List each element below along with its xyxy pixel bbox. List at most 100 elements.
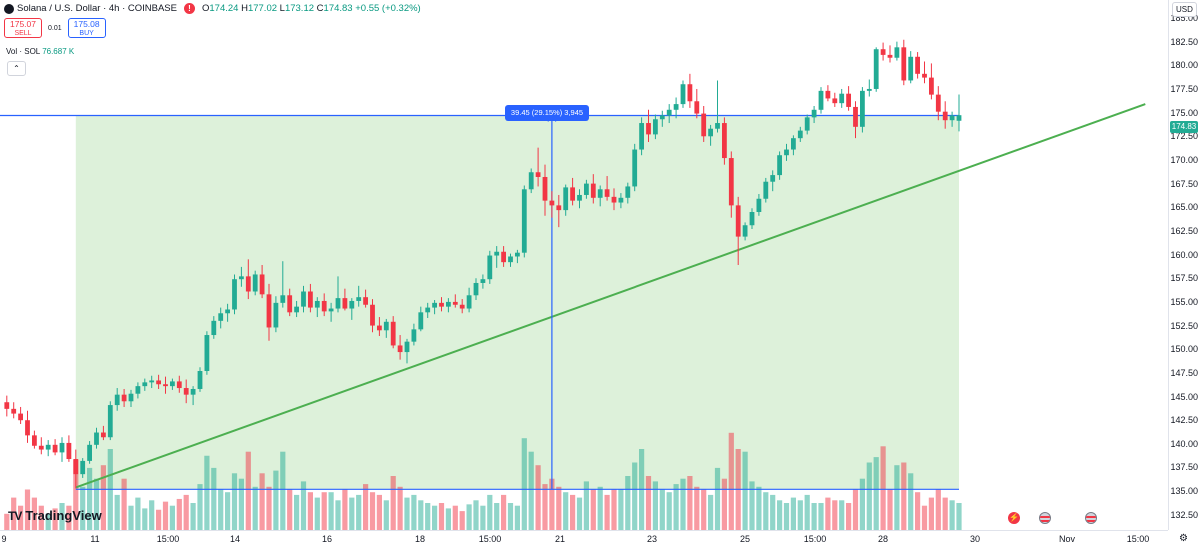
- time-tick-label: 9: [1, 534, 7, 544]
- candle-body: [687, 84, 693, 102]
- volume-bar: [770, 494, 776, 530]
- currency-selector[interactable]: USD: [1172, 2, 1197, 17]
- volume-legend[interactable]: Vol · SOL 76.687 K: [6, 47, 75, 56]
- settings-gear-icon[interactable]: ⚙: [1179, 533, 1188, 544]
- last-price-tag: 174.83: [1170, 121, 1198, 133]
- volume-bar: [728, 432, 734, 530]
- candle-body: [908, 56, 914, 81]
- volume-bar: [418, 500, 424, 530]
- symbol-title[interactable]: Solana / U.S. Dollar · 4h · COINBASE: [17, 3, 177, 14]
- candle-body: [170, 381, 175, 387]
- candle-body: [860, 90, 865, 127]
- time-tick-label: 16: [321, 534, 333, 544]
- volume-bar: [114, 494, 120, 530]
- symbol-legend[interactable]: Solana / U.S. Dollar · 4h · COINBASE ! O…: [4, 3, 421, 14]
- candle-body: [211, 320, 217, 336]
- candle-body: [287, 295, 293, 313]
- candlestick-chart[interactable]: [0, 0, 1168, 530]
- volume-bar: [162, 501, 169, 530]
- candle-body: [363, 297, 368, 305]
- volume-bar: [583, 481, 589, 530]
- tradingview-mark-icon: TV: [8, 508, 22, 523]
- volume-bar: [673, 484, 679, 530]
- volume-bar: [535, 465, 541, 530]
- price-tick-label: 135.00: [1170, 486, 1198, 497]
- candle-body: [459, 304, 465, 309]
- volume-bar: [4, 513, 10, 530]
- candle-body: [232, 279, 237, 310]
- volume-bar: [790, 497, 796, 530]
- volume-bar: [625, 476, 631, 530]
- candle-body: [521, 189, 527, 253]
- volume-bar: [369, 492, 376, 530]
- candle-body: [673, 104, 679, 110]
- us-flag-event-icon[interactable]: [1085, 512, 1097, 524]
- volume-bar: [480, 505, 486, 530]
- volume-bar: [645, 476, 652, 530]
- volume-bar: [701, 489, 707, 530]
- volume-bar: [880, 446, 886, 530]
- candle-body: [128, 393, 134, 402]
- trade-panel: 175.07 SELL 0.01 175.08 BUY: [4, 18, 106, 38]
- collapse-legend-button[interactable]: ⌃: [7, 61, 26, 76]
- candle-body: [563, 187, 569, 211]
- buy-button[interactable]: 175.08 BUY: [67, 18, 106, 38]
- volume-bar: [894, 465, 900, 530]
- volume-bar: [859, 478, 865, 530]
- time-tick-label: 28: [877, 534, 889, 544]
- volume-bar: [383, 500, 389, 530]
- chart-plot-area[interactable]: [0, 0, 1168, 530]
- volume-bar: [135, 497, 141, 530]
- sell-button[interactable]: 175.07 SELL: [4, 18, 42, 38]
- candle-body: [38, 445, 44, 450]
- price-range-zone: [75, 115, 960, 490]
- time-axis[interactable]: 9 11 15:00 14 16 18 15:00 21 23 25 15:00 28 30 Nov 15:…: [0, 530, 1168, 548]
- candle-body: [176, 381, 182, 389]
- candle-body: [121, 394, 127, 402]
- volume-bar: [935, 489, 941, 530]
- price-tick-label: 140.00: [1170, 438, 1198, 449]
- candle-body: [853, 106, 858, 127]
- candle-body: [4, 402, 10, 409]
- volume-bar: [376, 494, 382, 530]
- candle-body: [390, 321, 396, 346]
- candle-body: [590, 183, 596, 198]
- volume-bar: [238, 478, 244, 530]
- volume-bar: [783, 503, 790, 530]
- volume-bar: [411, 494, 417, 530]
- volume-bar: [211, 467, 217, 530]
- volume-bar: [73, 459, 79, 530]
- price-tick-label: 160.00: [1170, 249, 1198, 260]
- candle-body: [839, 93, 845, 104]
- price-tick-label: 177.50: [1170, 83, 1198, 94]
- volume-bar: [839, 500, 845, 530]
- candle-body: [480, 279, 486, 283]
- candle-body: [508, 256, 513, 263]
- candle-body: [625, 186, 631, 198]
- candle-body: [777, 155, 782, 176]
- volume-bar: [252, 486, 258, 530]
- volume-bar: [487, 494, 493, 530]
- candle-body: [11, 408, 17, 414]
- candle-body: [515, 252, 520, 257]
- time-tick-label: 25: [739, 534, 751, 544]
- time-tick-label: 30: [969, 534, 981, 544]
- candle-body: [763, 181, 769, 199]
- volume-bar: [473, 500, 479, 530]
- price-axis[interactable]: 185.00 182.50 180.00 177.50 175.00 172.50 170.…: [1168, 0, 1200, 530]
- candle-body: [749, 212, 755, 226]
- candle-body: [321, 300, 327, 312]
- volume-bar: [24, 489, 31, 530]
- volume-bar: [390, 476, 396, 530]
- price-tick-label: 145.00: [1170, 391, 1198, 402]
- lightning-event-icon[interactable]: ⚡: [1008, 512, 1020, 524]
- alert-icon[interactable]: !: [183, 3, 195, 14]
- candle-body: [791, 138, 796, 150]
- candle-body: [639, 123, 644, 150]
- us-flag-event-icon[interactable]: [1039, 512, 1051, 524]
- candle-body: [204, 335, 210, 371]
- spread-value: 0.01: [48, 24, 62, 32]
- volume-bar: [576, 497, 583, 530]
- volume-bar: [93, 478, 100, 530]
- tradingview-logo[interactable]: TV TradingView: [8, 508, 102, 523]
